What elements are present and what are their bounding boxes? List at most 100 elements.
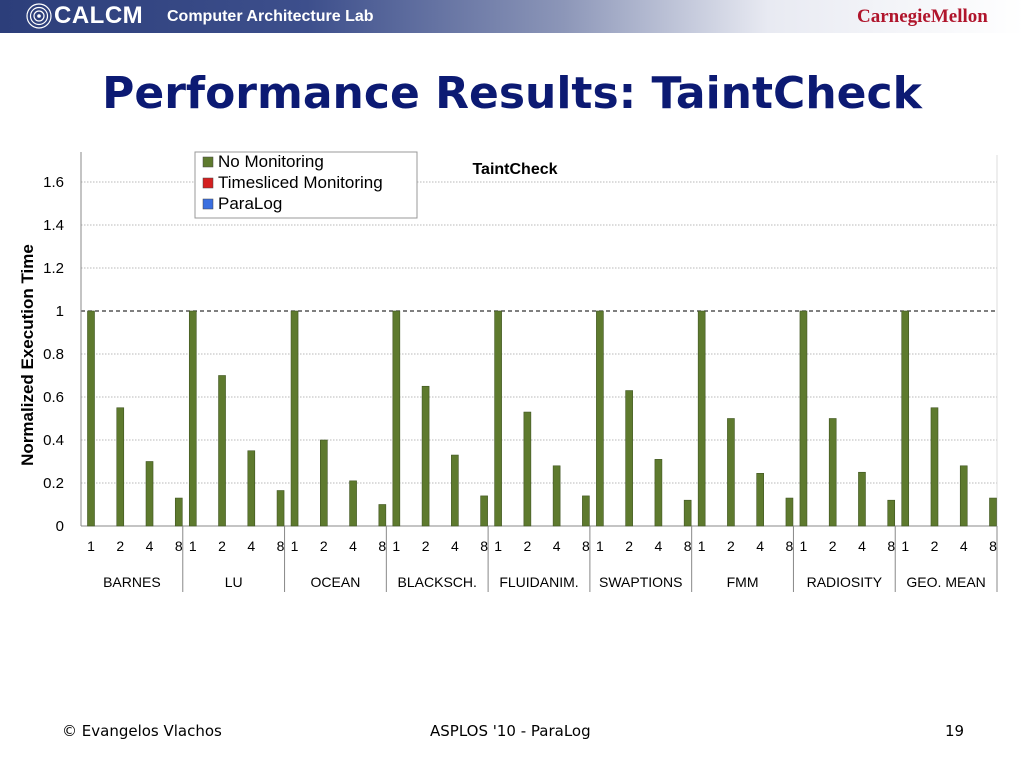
bar (683, 499, 692, 527)
x-tick-label: 8 (786, 538, 794, 554)
x-tick-label: 2 (116, 538, 124, 554)
legend-label: ParaLog (218, 194, 282, 213)
x-tick-label: 4 (858, 538, 866, 554)
lab-name: Computer Architecture Lab (167, 8, 374, 25)
y-axis-label: Normalized Execution Time (18, 244, 37, 466)
x-tick-label: 8 (887, 538, 895, 554)
bar (218, 375, 226, 527)
legend-label: No Monitoring (218, 152, 324, 171)
x-tick-label: 4 (553, 538, 561, 554)
x-tick-label: 4 (451, 538, 459, 554)
y-tick-label: 0 (56, 518, 64, 535)
y-tick-label: 1.6 (43, 174, 64, 191)
bar (290, 310, 299, 527)
x-tick-label: 1 (494, 538, 502, 554)
bar (654, 459, 663, 527)
x-tick-label: 8 (277, 538, 285, 554)
x-tick-label: 2 (523, 538, 531, 554)
x-tick-label: 2 (931, 538, 939, 554)
bar (523, 411, 532, 527)
bar (887, 499, 896, 527)
bar (959, 465, 968, 527)
bar (596, 310, 604, 527)
bar (320, 439, 328, 527)
header-bar: CALCM Computer Architecture Lab Carnegie… (0, 0, 1024, 33)
bar (697, 310, 706, 527)
bar (174, 497, 183, 527)
bar (378, 504, 387, 527)
x-tick-label: 8 (582, 538, 590, 554)
chart-title: TaintCheck (472, 161, 557, 178)
x-tick-label: 1 (901, 538, 909, 554)
x-tick-label: 2 (829, 538, 837, 554)
group-label: BARNES (103, 574, 161, 590)
bar (756, 473, 764, 527)
x-tick-label: 1 (189, 538, 197, 554)
bar (930, 407, 939, 527)
bar (901, 310, 910, 527)
x-tick-label: 2 (625, 538, 633, 554)
legend-swatch (202, 156, 214, 168)
x-tick-label: 8 (989, 538, 997, 554)
bar (349, 480, 357, 527)
university-logo: CarnegieMellon (857, 6, 988, 27)
y-tick-label: 0.6 (43, 389, 64, 406)
bar (625, 390, 633, 527)
group-label: GEO. MEAN (906, 574, 985, 590)
x-tick-label: 8 (378, 538, 386, 554)
x-tick-label: 4 (146, 538, 154, 554)
bar (785, 497, 794, 527)
y-tick-label: 0.8 (43, 346, 64, 363)
bar (87, 310, 95, 527)
x-tick-label: 2 (727, 538, 735, 554)
y-tick-label: 0.2 (43, 475, 64, 492)
group-label: SWAPTIONS (599, 574, 683, 590)
taintcheck-chart: 0 0.2 0.4 0.6 0.8 1 1.2 1.4 1.6 Normalized Execut… (18, 151, 998, 592)
footer-author: © Evangelos Vlachos (62, 722, 222, 740)
group-label: RADIOSITY (807, 574, 883, 590)
x-tick-label: 1 (291, 538, 299, 554)
bar (116, 407, 125, 527)
bar (480, 495, 488, 527)
x-tick-label: 1 (392, 538, 400, 554)
x-tick-label: 8 (175, 538, 183, 554)
bar (494, 310, 502, 527)
calcm-logo-text: CALCM (54, 2, 144, 29)
x-tick-label: 4 (655, 538, 663, 554)
bar (858, 471, 866, 527)
group-label: LU (225, 574, 243, 590)
bar (989, 497, 997, 527)
y-tick-label: 1.2 (43, 260, 64, 277)
legend-swatch (202, 177, 214, 189)
group-label: FMM (727, 574, 759, 590)
x-tick-label: 4 (960, 538, 968, 554)
x-tick-label: 1 (87, 538, 95, 554)
x-tick-label: 2 (320, 538, 328, 554)
group-label: FLUIDANIM. (499, 574, 578, 590)
footer-venue: ASPLOS '10 - ParaLog (430, 722, 591, 740)
y-tick-label: 1 (56, 303, 64, 320)
x-tick-label: 2 (422, 538, 430, 554)
bar (451, 454, 459, 527)
bar (799, 310, 808, 527)
x-tick-label: 4 (247, 538, 255, 554)
legend-box (194, 151, 418, 219)
x-tick-label: 1 (800, 538, 808, 554)
group-label: BLACKSCH. (398, 574, 477, 590)
x-tick-label: 4 (756, 538, 764, 554)
x-tick-label: 2 (218, 538, 226, 554)
calcm-logo-icon (26, 3, 52, 29)
bar (582, 495, 590, 527)
bar (188, 310, 197, 527)
bar (276, 490, 285, 527)
y-tick-label: 1.4 (43, 217, 64, 234)
group-label: OCEAN (311, 574, 361, 590)
legend-label: Timesliced Monitoring (218, 173, 383, 192)
bar (552, 465, 561, 527)
slide-title: Performance Results: TaintCheck (102, 68, 922, 119)
bar (145, 461, 154, 527)
legend-swatch (202, 198, 214, 210)
footer-page-number: 19 (945, 722, 965, 740)
bar (727, 418, 735, 527)
bar (247, 450, 256, 527)
